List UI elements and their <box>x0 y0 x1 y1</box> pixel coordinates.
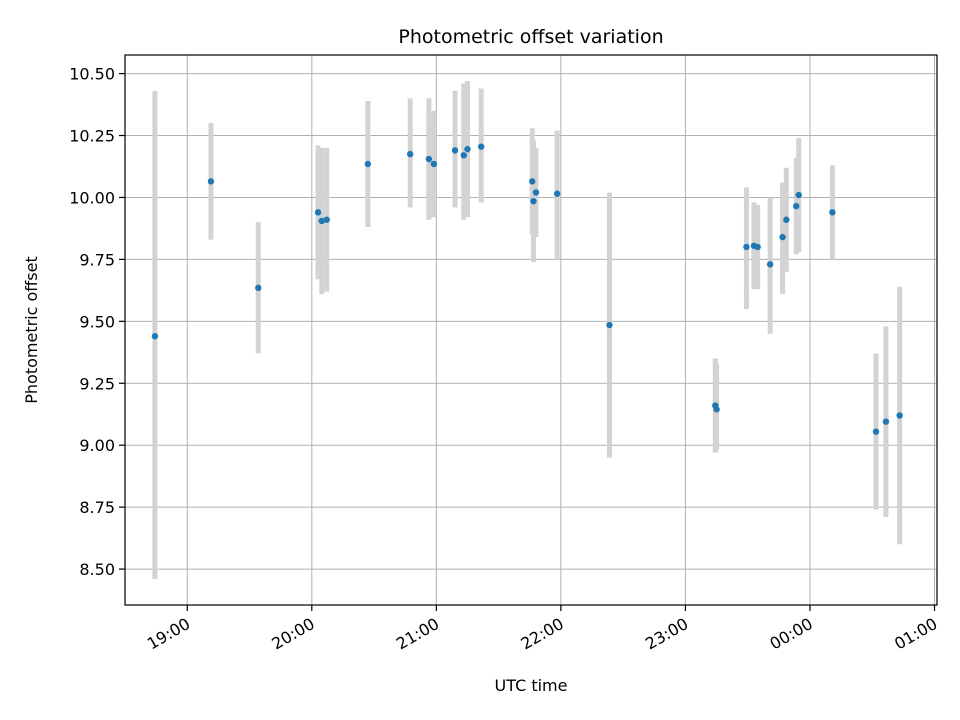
data-point <box>430 160 438 168</box>
y-tick-label: 10.25 <box>69 127 115 146</box>
data-point <box>766 261 774 268</box>
data-point <box>553 190 561 197</box>
chart-title: Photometric offset variation <box>398 26 663 48</box>
y-tick-label: 9.00 <box>79 436 115 455</box>
data-point <box>882 418 890 425</box>
data-point <box>406 150 414 158</box>
data-points <box>151 143 903 435</box>
data-point <box>207 178 215 185</box>
y-axis-label: Photometric offset <box>22 256 41 404</box>
data-point <box>872 428 880 435</box>
data-point <box>713 406 720 413</box>
x-axis-label: UTC time <box>495 676 568 695</box>
data-point <box>451 147 459 154</box>
y-axis-ticks: 8.50 8.75 9.00 9.25 9.50 9.75 10.00 10.25 10.50 <box>69 65 125 579</box>
data-point <box>364 160 372 168</box>
data-point <box>795 191 802 199</box>
y-tick-label: 10.00 <box>69 188 115 207</box>
data-point <box>425 155 433 163</box>
data-point <box>743 243 750 251</box>
data-point <box>151 332 159 340</box>
data-point <box>464 145 471 153</box>
data-point <box>606 321 613 329</box>
data-point <box>783 216 790 223</box>
data-point <box>323 216 330 223</box>
y-tick-label: 8.75 <box>79 498 115 517</box>
data-point <box>477 143 485 150</box>
data-point <box>255 284 262 292</box>
data-point <box>829 209 836 216</box>
data-point <box>793 202 800 210</box>
y-tick-label: 9.25 <box>79 374 115 393</box>
data-point <box>529 178 536 185</box>
y-tick-label: 9.50 <box>79 312 115 331</box>
plot-frame <box>124 54 938 606</box>
data-point <box>314 209 322 216</box>
data-point <box>754 243 761 251</box>
data-point <box>779 233 786 241</box>
data-point <box>530 197 537 205</box>
y-tick-label: 9.75 <box>79 250 115 269</box>
data-point <box>532 189 540 196</box>
data-point <box>460 152 467 159</box>
y-tick-label: 8.50 <box>79 560 115 579</box>
y-tick-label: 10.50 <box>69 65 115 84</box>
data-point <box>896 412 903 419</box>
data-point <box>318 217 325 225</box>
